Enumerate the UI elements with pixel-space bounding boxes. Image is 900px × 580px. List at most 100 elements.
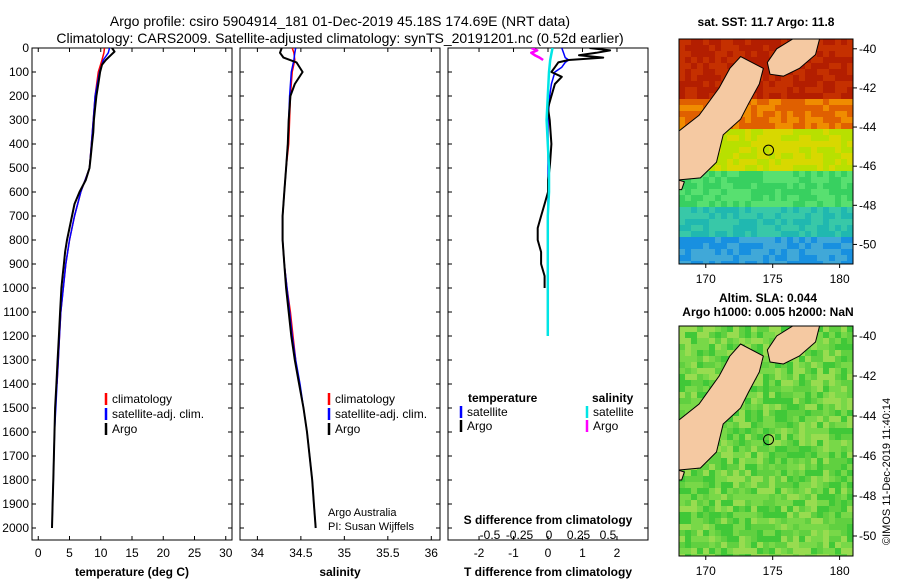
- map-cell: [817, 243, 823, 249]
- map-cell: [751, 500, 757, 506]
- map-cell: [733, 135, 739, 141]
- map-cell: [757, 237, 763, 243]
- map-cell: [841, 171, 847, 177]
- map-cell: [841, 476, 847, 482]
- map-cell: [781, 440, 787, 446]
- map-cell: [817, 536, 823, 542]
- map-cell: [691, 201, 697, 207]
- map-cell: [697, 75, 703, 81]
- map-y-tick-label: -48: [859, 489, 877, 503]
- map-cell: [829, 488, 835, 494]
- map-cell: [721, 338, 727, 344]
- map-cell: [829, 404, 835, 410]
- map-cell: [679, 111, 685, 117]
- map-cell: [763, 398, 769, 404]
- map-cell: [823, 380, 829, 386]
- map-cell: [799, 374, 805, 380]
- map-cell: [733, 452, 739, 458]
- map-cell: [817, 452, 823, 458]
- map-cell: [775, 255, 781, 261]
- map-cell: [739, 332, 745, 338]
- map-cell: [829, 386, 835, 392]
- map-cell: [721, 243, 727, 249]
- map-cell: [811, 69, 817, 75]
- map-cell: [745, 105, 751, 111]
- map-cell: [721, 177, 727, 183]
- map-cell: [811, 428, 817, 434]
- map-cell: [799, 123, 805, 129]
- map-cell: [751, 237, 757, 243]
- map-cell: [805, 177, 811, 183]
- map-cell: [751, 440, 757, 446]
- map-cell: [763, 213, 769, 219]
- map-cell: [733, 440, 739, 446]
- map-cell: [727, 159, 733, 165]
- map-cell: [703, 213, 709, 219]
- map-cell: [769, 183, 775, 189]
- map-cell: [697, 392, 703, 398]
- map-cell: [847, 542, 853, 548]
- map-cell: [751, 542, 757, 548]
- map-cell: [727, 440, 733, 446]
- map-cell: [793, 506, 799, 512]
- map-cell: [745, 488, 751, 494]
- map-cell: [745, 416, 751, 422]
- map-cell: [757, 129, 763, 135]
- map-cell: [781, 165, 787, 171]
- map-cell: [835, 452, 841, 458]
- map-cell: [715, 237, 721, 243]
- map-cell: [679, 392, 685, 398]
- map-cell: [823, 45, 829, 51]
- map-cell: [799, 536, 805, 542]
- map-x-tick-label: 175: [763, 272, 783, 286]
- map-cell: [769, 398, 775, 404]
- map-cell: [691, 530, 697, 536]
- map-cell: [847, 452, 853, 458]
- map-cell: [727, 446, 733, 452]
- map-cell: [781, 225, 787, 231]
- map-cell: [805, 356, 811, 362]
- y-tick-label: 1200: [2, 329, 29, 343]
- map-cell: [769, 39, 775, 45]
- map-cell: [847, 482, 853, 488]
- map-cell: [817, 231, 823, 237]
- map-cell: [829, 494, 835, 500]
- map-cell: [817, 470, 823, 476]
- map-cell: [805, 189, 811, 195]
- map-cell: [787, 87, 793, 93]
- sla-map-title-1: Altim. SLA: 0.044: [719, 291, 817, 305]
- map-cell: [727, 171, 733, 177]
- map-cell: [841, 105, 847, 111]
- map-cell: [685, 362, 691, 368]
- map-cell: [811, 207, 817, 213]
- map-cell: [727, 434, 733, 440]
- map-cell: [817, 506, 823, 512]
- map-cell: [781, 536, 787, 542]
- map-cell: [817, 141, 823, 147]
- map-cell: [721, 440, 727, 446]
- map-cell: [769, 434, 775, 440]
- map-cell: [679, 255, 685, 261]
- map-cell: [847, 554, 853, 556]
- map-cell: [697, 87, 703, 93]
- map-cell: [775, 374, 781, 380]
- map-cell: [829, 141, 835, 147]
- map-cell: [739, 548, 745, 554]
- map-cell: [685, 482, 691, 488]
- map-cell: [685, 39, 691, 45]
- map-cell: [703, 338, 709, 344]
- map-cell: [805, 75, 811, 81]
- map-cell: [817, 261, 823, 264]
- map-cell: [757, 231, 763, 237]
- map-cell: [805, 512, 811, 518]
- map-cell: [847, 518, 853, 524]
- map-cell: [757, 165, 763, 171]
- map-cell: [721, 362, 727, 368]
- map-cell: [697, 344, 703, 350]
- map-x-tick-label: 180: [830, 564, 850, 578]
- map-cell: [829, 63, 835, 69]
- map-cell: [805, 476, 811, 482]
- map-cell: [733, 57, 739, 63]
- map-cell: [811, 231, 817, 237]
- map-cell: [721, 75, 727, 81]
